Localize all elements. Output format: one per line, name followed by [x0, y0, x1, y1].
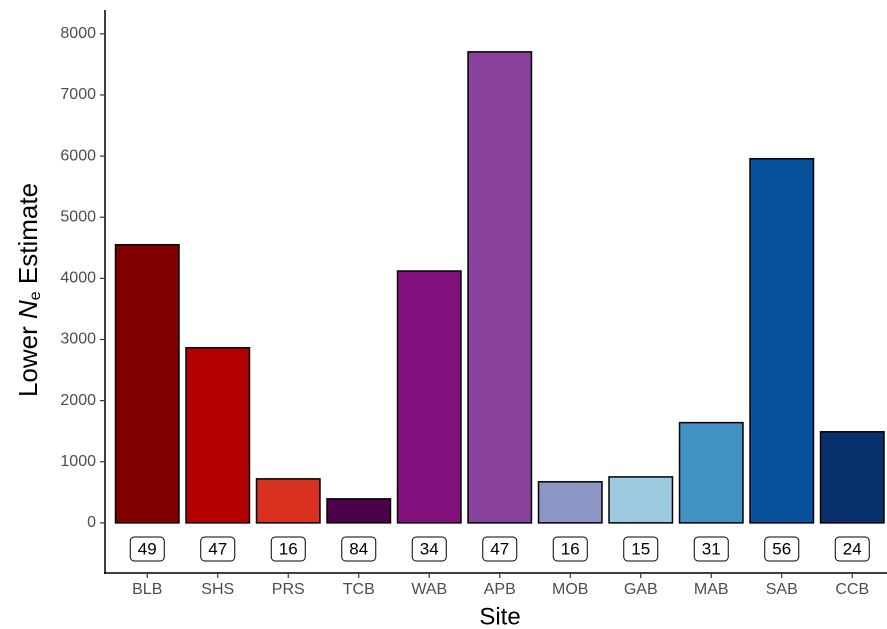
bar — [185, 346, 251, 524]
x-tick-label: TCB — [343, 581, 375, 598]
bar — [467, 51, 533, 524]
x-tick-label: APB — [484, 581, 516, 598]
y-tick-label: 2000 — [60, 392, 96, 409]
x-tick-label: GAB — [624, 581, 658, 598]
bar — [749, 157, 815, 524]
sample-size-label: 34 — [420, 539, 439, 558]
sample-size-label: 56 — [772, 539, 791, 558]
sample-size-label: 31 — [702, 539, 721, 558]
sample-size-label: 16 — [561, 539, 580, 558]
y-tick-label: 0 — [87, 514, 96, 531]
sample-size-label: 84 — [349, 539, 368, 558]
sample-size-label: 15 — [631, 539, 650, 558]
bar — [678, 421, 744, 524]
sample-size-box — [552, 536, 588, 562]
sample-size-label: 16 — [279, 539, 298, 558]
y-tick-label: 8000 — [60, 25, 96, 42]
sample-size-label: 47 — [208, 539, 227, 558]
sample-size-box — [623, 536, 659, 562]
sample-size-box — [834, 536, 870, 562]
y-tick-label: 7000 — [60, 86, 96, 103]
x-tick-label: SHS — [201, 581, 234, 598]
sample-size-label: 49 — [138, 539, 157, 558]
x-axis-title: Site — [479, 603, 520, 629]
x-tick-label: MOB — [552, 581, 588, 598]
y-title-symbol: N — [13, 300, 43, 319]
y-tick-label: 5000 — [60, 208, 96, 225]
y-axis-title: Lower Ne Estimate — [13, 183, 44, 397]
y-tick-label: 6000 — [60, 147, 96, 164]
bar — [608, 476, 674, 524]
sample-size-box — [341, 536, 377, 562]
sample-size-box — [693, 536, 729, 562]
sample-size-box — [482, 536, 518, 562]
y-tick-label: 1000 — [60, 453, 96, 470]
y-title-suffix: Estimate — [13, 183, 43, 291]
bar — [114, 243, 180, 524]
y-tick-label: 4000 — [60, 270, 96, 287]
y-title-subscript: e — [27, 291, 44, 300]
sample-size-box — [200, 536, 236, 562]
y-title-prefix: Lower — [13, 319, 43, 397]
sample-size-label: 47 — [490, 539, 509, 558]
bar — [819, 431, 885, 524]
bar — [255, 478, 321, 524]
sample-size-label: 24 — [843, 539, 862, 558]
sample-size-box — [764, 536, 800, 562]
x-tick-label: PRS — [272, 581, 305, 598]
bar — [326, 498, 392, 524]
bar — [537, 481, 603, 524]
y-tick-label: 3000 — [60, 331, 96, 348]
x-tick-label: SAB — [766, 581, 798, 598]
sample-size-box — [129, 536, 165, 562]
sample-size-box — [270, 536, 306, 562]
bar — [396, 270, 462, 524]
x-tick-label: MAB — [694, 581, 729, 598]
x-tick-label: BLB — [132, 581, 162, 598]
sample-size-box — [411, 536, 447, 562]
x-tick-label: CCB — [835, 581, 869, 598]
x-tick-label: WAB — [411, 581, 447, 598]
